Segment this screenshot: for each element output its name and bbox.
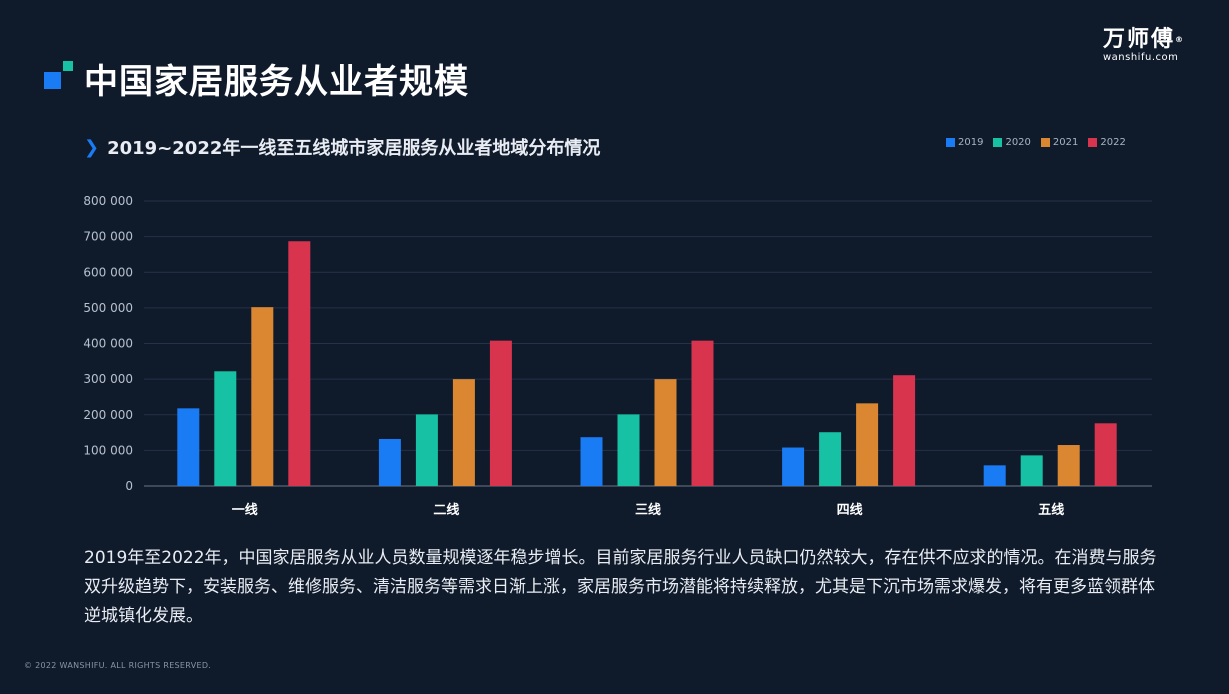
chart-title: 2019~2022年一线至五线城市家居服务从业者地域分布情况 [107, 138, 601, 159]
bar-2022-二线 [489, 340, 512, 486]
legend-item-2020: 2020 [993, 137, 1031, 148]
chevron-right-icon: ❯ [84, 136, 100, 158]
bar-2020-四线 [819, 432, 842, 486]
bar-2019-三线 [580, 437, 603, 486]
x-tick-label: 三线 [635, 502, 661, 518]
legend-label: 2020 [1005, 137, 1031, 148]
bar-2019-一线 [177, 408, 200, 486]
logo-text-cn: 万师傅 [1102, 27, 1175, 52]
logo-text-en: wanshifu.com [1102, 52, 1179, 63]
bar-2022-一线 [288, 241, 311, 486]
chart-legend: 2019 2020 2021 2022 [946, 137, 1136, 148]
bar-2021-五线 [1057, 445, 1080, 486]
y-tick-label: 800 000 [83, 194, 133, 208]
y-tick-label: 200 000 [83, 408, 133, 422]
y-tick-label: 100 000 [83, 443, 133, 457]
description-text: 2019年至2022年，中国家居服务从业人员数量规模逐年稳步增长。目前家居服务行… [84, 548, 1157, 626]
copyright-text: © 2022 WANSHIFU. ALL RIGHTS RESERVED. [24, 661, 212, 670]
legend-swatch [946, 138, 955, 147]
registered-mark: ® [1175, 35, 1185, 44]
bar-2021-二线 [452, 379, 475, 486]
x-tick-label: 四线 [837, 502, 863, 518]
x-tick-label: 二线 [433, 502, 459, 518]
bar-chart: 0 100 000 200 000 300 000 400 000 500 000 600 … [83, 194, 1152, 518]
bar-2019-五线 [983, 465, 1006, 486]
bar-2020-五线 [1020, 455, 1043, 486]
x-tick-label: 一线 [232, 502, 258, 518]
y-tick-label: 600 000 [83, 265, 133, 279]
bar-2022-三线 [691, 340, 714, 486]
bar-2020-一线 [214, 371, 237, 486]
legend-item-2019: 2019 [946, 137, 983, 148]
y-tick-label: 300 000 [83, 372, 133, 386]
title-accent-icon [44, 60, 76, 92]
bar-2021-三线 [654, 379, 677, 486]
x-tick-label: 五线 [1038, 502, 1064, 518]
bar-2020-二线 [415, 414, 438, 486]
legend-label: 2022 [1100, 137, 1126, 148]
legend-label: 2021 [1052, 137, 1079, 148]
bar-2021-一线 [251, 307, 274, 486]
bar-2019-四线 [782, 447, 805, 486]
brand-logo: 万师傅® wanshifu.com [1103, 28, 1185, 64]
legend-swatch [1040, 138, 1050, 147]
legend-label: 2019 [958, 137, 984, 148]
legend-swatch [1088, 138, 1098, 147]
legend-item-2022: 2022 [1088, 137, 1126, 148]
bar-2022-五线 [1094, 423, 1117, 486]
legend-swatch [993, 138, 1003, 147]
y-tick-label: 700 000 [83, 230, 133, 244]
chart-heading: ❯ 2019~2022年一线至五线城市家居服务从业者地域分布情况 [84, 134, 600, 160]
bar-2022-四线 [893, 375, 916, 486]
bar-2019-二线 [378, 438, 401, 486]
legend-item-2021: 2021 [1040, 137, 1079, 148]
y-tick-label: 0 [125, 479, 133, 493]
bar-2021-四线 [856, 403, 879, 486]
bar-2020-三线 [617, 414, 640, 486]
y-tick-label: 400 000 [83, 337, 133, 351]
page-title: 中国家居服务从业者规模 [84, 62, 469, 102]
y-tick-label: 500 000 [83, 301, 133, 315]
